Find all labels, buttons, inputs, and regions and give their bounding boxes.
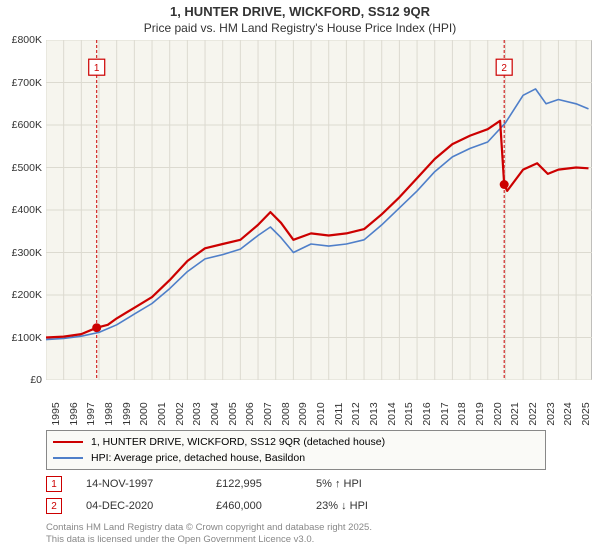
x-tick-label: 2007 xyxy=(262,402,274,425)
title-block: 1, HUNTER DRIVE, WICKFORD, SS12 9QR Pric… xyxy=(0,0,600,37)
legend-row-hpi: HPI: Average price, detached house, Basi… xyxy=(53,450,539,466)
marker-row: 1 14-NOV-1997£122,9955% ↑ HPI xyxy=(46,474,436,494)
x-tick-label: 2010 xyxy=(315,402,327,425)
y-tick-label: £800K xyxy=(2,34,42,46)
y-tick-label: £300K xyxy=(2,247,42,259)
footer-line2: This data is licensed under the Open Gov… xyxy=(46,534,372,546)
x-tick-label: 2024 xyxy=(562,402,574,425)
x-tick-label: 2016 xyxy=(421,402,433,425)
x-tick-label: 2006 xyxy=(244,402,256,425)
marker-annotations: 1 14-NOV-1997£122,9955% ↑ HPI 2 04-DEC-2020… xyxy=(46,474,436,518)
title-subtitle: Price paid vs. HM Land Registry's House … xyxy=(0,21,600,35)
x-tick-label: 2012 xyxy=(350,402,362,425)
y-tick-label: £600K xyxy=(2,119,42,131)
x-tick-label: 2017 xyxy=(439,402,451,425)
x-tick-label: 2003 xyxy=(191,402,203,425)
legend-row-property: 1, HUNTER DRIVE, WICKFORD, SS12 9QR (det… xyxy=(53,434,539,450)
marker-date: 14-NOV-1997 xyxy=(86,478,216,490)
footer-line1: Contains HM Land Registry data © Crown c… xyxy=(46,522,372,534)
legend: 1, HUNTER DRIVE, WICKFORD, SS12 9QR (det… xyxy=(46,430,546,470)
title-address: 1, HUNTER DRIVE, WICKFORD, SS12 9QR xyxy=(0,4,600,19)
x-tick-label: 2008 xyxy=(280,402,292,425)
x-tick-label: 2025 xyxy=(580,402,592,425)
chart-container: 1, HUNTER DRIVE, WICKFORD, SS12 9QR Pric… xyxy=(0,0,600,560)
x-tick-label: 2018 xyxy=(456,402,468,425)
marker-pct: 5% ↑ HPI xyxy=(316,478,436,490)
y-tick-label: £200K xyxy=(2,289,42,301)
x-tick-label: 2022 xyxy=(527,402,539,425)
svg-text:2: 2 xyxy=(501,63,507,74)
y-tick-label: £0 xyxy=(2,374,42,386)
x-tick-label: 2019 xyxy=(474,402,486,425)
x-tick-label: 2002 xyxy=(174,402,186,425)
legend-swatch-property xyxy=(53,441,83,443)
x-tick-label: 2013 xyxy=(368,402,380,425)
svg-text:1: 1 xyxy=(94,63,100,74)
x-tick-label: 2020 xyxy=(492,402,504,425)
y-tick-label: £100K xyxy=(2,332,42,344)
marker-price: £460,000 xyxy=(216,500,316,512)
x-tick-label: 2011 xyxy=(333,403,345,426)
x-tick-label: 2004 xyxy=(209,402,221,425)
legend-label-hpi: HPI: Average price, detached house, Basi… xyxy=(91,452,305,464)
x-tick-label: 1997 xyxy=(85,402,97,425)
x-tick-label: 2021 xyxy=(509,402,521,425)
y-tick-label: £400K xyxy=(2,204,42,216)
marker-row: 2 04-DEC-2020£460,00023% ↓ HPI xyxy=(46,496,436,516)
x-tick-label: 2005 xyxy=(227,402,239,425)
legend-swatch-hpi xyxy=(53,457,83,459)
x-tick-label: 2015 xyxy=(403,402,415,425)
price-chart: 12 xyxy=(46,40,592,380)
marker-badge: 2 xyxy=(46,498,62,514)
marker-date: 04-DEC-2020 xyxy=(86,500,216,512)
x-tick-label: 1996 xyxy=(68,402,80,425)
x-tick-label: 2023 xyxy=(545,402,557,425)
marker-pct: 23% ↓ HPI xyxy=(316,500,436,512)
marker-price: £122,995 xyxy=(216,478,316,490)
footer-attribution: Contains HM Land Registry data © Crown c… xyxy=(46,522,372,546)
x-tick-label: 2000 xyxy=(138,402,150,425)
x-tick-label: 2009 xyxy=(297,402,309,425)
x-tick-label: 1995 xyxy=(50,402,62,425)
x-tick-label: 2014 xyxy=(386,402,398,425)
y-tick-label: £500K xyxy=(2,162,42,174)
marker-badge: 1 xyxy=(46,476,62,492)
legend-label-property: 1, HUNTER DRIVE, WICKFORD, SS12 9QR (det… xyxy=(91,436,385,448)
x-tick-label: 1999 xyxy=(121,402,133,425)
y-tick-label: £700K xyxy=(2,77,42,89)
x-tick-label: 1998 xyxy=(103,402,115,425)
x-tick-label: 2001 xyxy=(156,402,168,425)
